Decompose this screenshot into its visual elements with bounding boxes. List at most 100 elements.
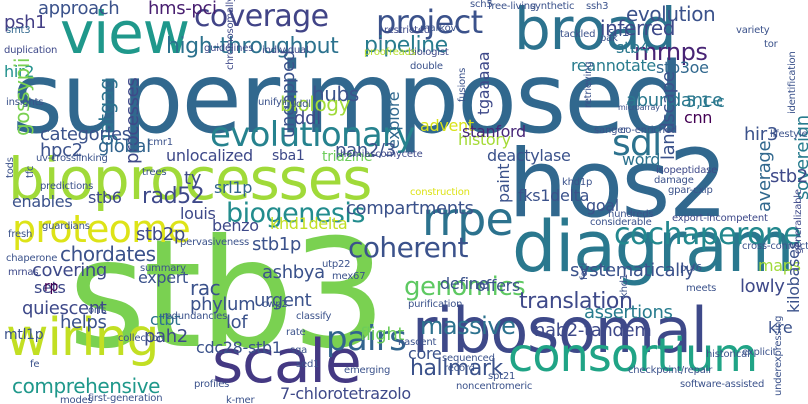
word-retrieving: retrieving (583, 61, 594, 108)
word-advent: advent (420, 116, 474, 135)
word-systematically: systematically (570, 260, 695, 281)
word-collection: collection (118, 333, 164, 344)
word-cwp2: cwp2 (262, 299, 288, 310)
word-hms-pci: hms-pci (148, 0, 217, 19)
word-tods: tods (5, 157, 16, 178)
word-pan23: pan2/3 (335, 140, 396, 161)
word-hubs: hubs (312, 82, 359, 106)
word-duplication: duplication (4, 45, 58, 56)
word-redundancies: redundancies (162, 311, 228, 322)
word-khd1: khd1 (619, 273, 630, 298)
word-fks1delta: fks1delta (518, 186, 590, 205)
word-purification: purification (408, 299, 463, 310)
word-stb3oe: stb3oe (656, 58, 709, 77)
word-meets: meets (686, 283, 717, 294)
word-goal: goal (586, 196, 619, 215)
word-stb2: stb2 (770, 166, 808, 187)
word-massive: massive (420, 312, 516, 340)
word-lifestyles: lifestyles (770, 129, 808, 140)
word-mrnas: mrnas (8, 267, 39, 278)
word-guardians: guardians (42, 221, 90, 232)
word-mtl1p: mtl1p (4, 327, 44, 343)
word-approach: approach (38, 0, 120, 19)
word-damage: damage (654, 175, 694, 186)
word-modes: modes (60, 395, 93, 404)
word-define: define (440, 274, 489, 293)
word-hallmark: hallmark (410, 356, 503, 381)
word-sdl: sdl (612, 123, 662, 164)
word-trees: trees (142, 167, 167, 178)
word-stb4: stb4 (616, 38, 650, 57)
word-kre: kre (768, 318, 793, 337)
word-cochaperone: cochaperone (614, 217, 802, 252)
word-khd1delta: khd1delta (270, 214, 348, 233)
word-deactylase: deactylase (487, 146, 571, 165)
word-identification: identification (787, 51, 798, 114)
word-phylum: phylum (190, 294, 256, 315)
word-summary: summary (140, 263, 186, 274)
word-mrnps: mrnps (634, 38, 708, 66)
word-synthetic: synthetic (530, 1, 575, 12)
word-fusions: fusions (457, 67, 468, 102)
word-coherent: coherent (348, 231, 468, 264)
word-hir2: hir2 (4, 62, 35, 81)
word-hir3: hir3 (744, 124, 778, 145)
word-cdc28-stb1: cdc28-stb1 (196, 338, 282, 357)
word-construction: construction (410, 187, 470, 198)
word-foci: foci (579, 262, 590, 280)
word-scale: scale (212, 327, 362, 397)
word-hpc2: hpc2 (40, 140, 83, 161)
word-sed1: sed1 (296, 359, 320, 370)
word-biogenesis: biogenesis (226, 198, 365, 229)
word-sga: sga (290, 345, 308, 356)
word-inferred: inferred (600, 16, 676, 40)
word-wiring: wiring (6, 308, 160, 368)
word-stanford: stanford (462, 122, 526, 141)
word-emerging: emerging (344, 365, 391, 376)
word-cnn: cnn (684, 108, 713, 127)
word-helps: helps (60, 312, 107, 333)
word-stb1p: stb1p (252, 234, 301, 255)
word-hos2: hos2 (508, 130, 728, 239)
word-chromosomally: chromosomally (225, 0, 236, 70)
word-lof: lof (226, 312, 248, 333)
word-paint: paint (494, 163, 513, 203)
word-abundance: abundance (626, 90, 723, 111)
word-stb3: stb3 (68, 208, 387, 382)
word-reannotate: reannotate (571, 56, 656, 75)
word-hemiascomycete: hemiascomycete (340, 149, 423, 160)
word-pipeline: pipeline (364, 33, 448, 58)
word-coverage: coverage (194, 0, 329, 34)
word-compartments: compartments (346, 198, 474, 219)
word-markov: markov (420, 23, 457, 34)
word-offers: offers (476, 276, 520, 295)
word-7-chloro: 7-chlorotetrazolo (280, 384, 411, 403)
word-sba1: sba1 (272, 148, 305, 164)
word-triazine: triazine (322, 149, 373, 165)
word-sch5: sch5 (470, 0, 493, 10)
word-free-living: free-living (488, 1, 537, 12)
word-rac: rac (190, 276, 221, 300)
word-microarray: microarray (618, 103, 660, 112)
word-restricted: restricted (384, 25, 430, 36)
word-louis: louis (180, 204, 216, 223)
word-generalizable: generalizable (793, 189, 804, 254)
word-isopeptidase: isopeptidase (656, 165, 718, 176)
word-history: history (458, 130, 511, 149)
word-enables: enables (12, 192, 73, 211)
word-broad: broad (514, 0, 677, 63)
word-first-generation: first-generation (88, 393, 163, 404)
word-ribosomal: ribosomal (412, 294, 708, 367)
word-guidelines: guidelines (204, 43, 254, 54)
word-pervasiveness: pervasiveness (180, 237, 250, 248)
word-nascent: nascent (398, 337, 437, 348)
word-ssh3: ssh3 (586, 1, 609, 12)
word-ty: ty (184, 168, 201, 189)
word-stb2p: stb2p (136, 224, 185, 245)
word-lowly: lowly (740, 276, 785, 297)
word-rate: rate (286, 327, 306, 338)
word-software-assisted: software-assisted (680, 379, 765, 390)
word-utp22: utp22 (322, 259, 351, 270)
word-uv-crosslinking: uv-crosslinking (36, 153, 108, 164)
word-variety: variety (736, 25, 770, 36)
